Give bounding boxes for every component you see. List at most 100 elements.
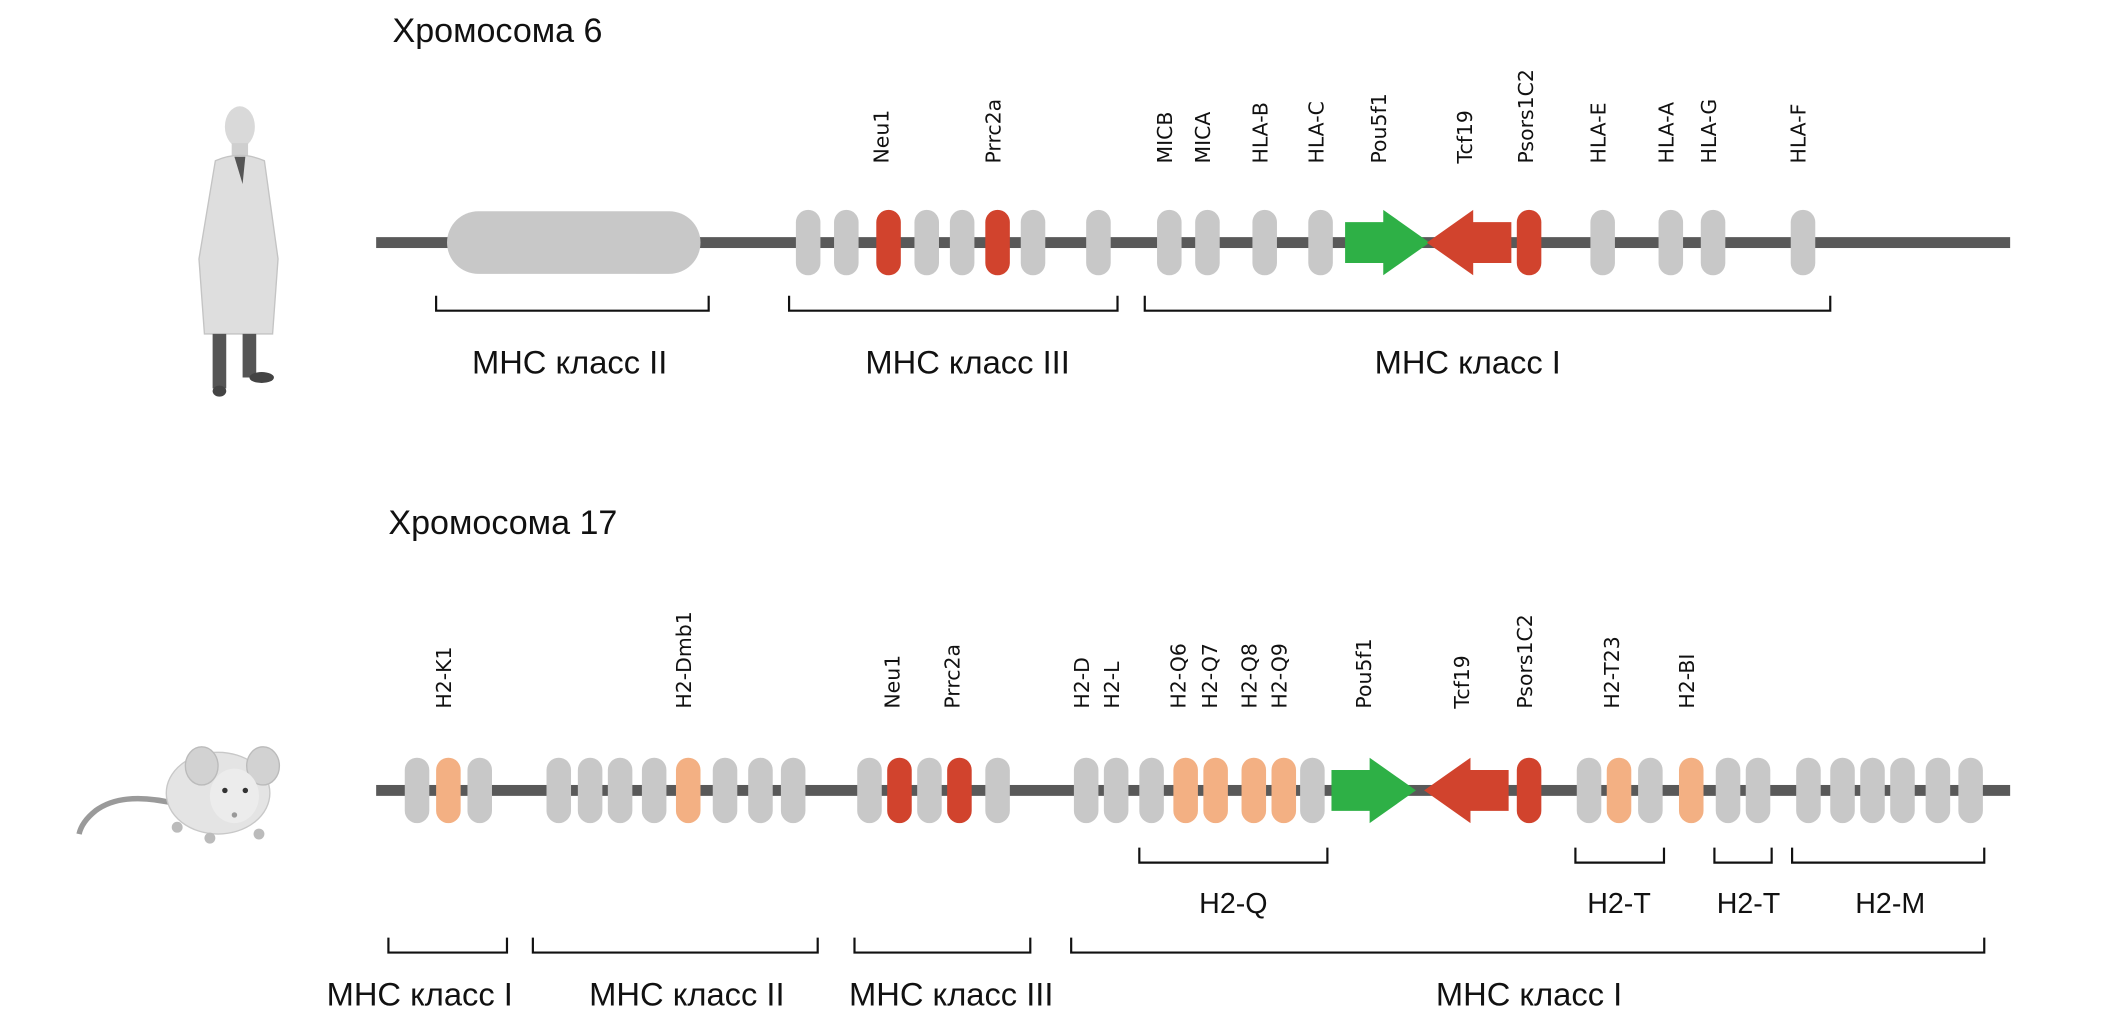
gene-gray — [1073, 757, 1099, 824]
gene-gray — [748, 757, 773, 824]
gene-label: Neu1 — [870, 110, 894, 164]
gene-label: Psors1C2 — [1514, 69, 1538, 163]
pou5f1-arrow — [1331, 757, 1416, 824]
pou5f1-arrow — [1345, 209, 1430, 276]
region-bracket — [1143, 295, 1832, 312]
gene-gray — [1890, 757, 1915, 824]
mhc-region-label: МНС класс I — [1375, 343, 1561, 380]
gene-label: HLA-E — [1586, 102, 1610, 163]
gene-label: Prrc2a — [940, 644, 964, 709]
subregion-label: H2-T — [1587, 888, 1651, 920]
gene-label: H2-D — [1070, 657, 1094, 708]
gene-label: MICA — [1191, 112, 1215, 164]
gene-gray — [985, 757, 1010, 824]
gene-gray — [857, 757, 882, 824]
gene-gray — [1252, 209, 1277, 276]
subregion-bracket — [1713, 847, 1773, 864]
gene-gray — [1830, 757, 1855, 824]
gene-gray — [1300, 757, 1325, 824]
region-bracket — [1070, 937, 1986, 954]
gene-label: H2-Q8 — [1238, 643, 1262, 709]
subregion-label: H2-Q — [1199, 888, 1267, 920]
gene-gray — [1590, 209, 1615, 276]
gene-label: Psors1C2 — [1513, 614, 1537, 708]
gene-orange — [1203, 757, 1228, 824]
gene-gray — [1958, 757, 1983, 824]
gene-gray — [641, 757, 667, 824]
gene-gray — [949, 209, 975, 276]
gene-red — [985, 209, 1010, 276]
gene-label: H2-T23 — [1600, 636, 1624, 708]
gene-gray — [1658, 209, 1684, 276]
gene-gray — [1715, 757, 1741, 824]
gene-orange — [1678, 757, 1704, 824]
gene-gray — [1308, 209, 1333, 276]
gene-gray — [1638, 757, 1663, 824]
mhc-region-label: МНС класс III — [849, 976, 1053, 1013]
gene-label: HLA-C — [1304, 101, 1328, 163]
gene-gray — [467, 757, 492, 824]
gene-gray — [1925, 757, 1951, 824]
mhc-class-ii-block — [447, 211, 701, 274]
gene-red — [887, 757, 912, 824]
gene-label: Pou5f1 — [1352, 638, 1376, 708]
gene-gray — [1139, 757, 1164, 824]
gene-gray — [1103, 757, 1129, 824]
region-bracket — [531, 937, 819, 954]
gene-orange — [436, 757, 461, 824]
mouse-chromosome-track: H2-K1 H2-Dmb1 Neu1 Prrc2a H2-D H2-L H2-Q6 H2-Q7… — [327, 611, 2011, 1013]
subregion-bracket — [1138, 847, 1329, 864]
gene-gray — [546, 757, 572, 824]
human-chromosome-track: Neu1 Prrc2a MICB MICA HLA-B HLA-C Pou5f1 Tcf19 P… — [376, 69, 2011, 380]
mhc-region-label: МНС класс I — [1436, 976, 1622, 1013]
subregion-bracket — [1791, 847, 1986, 864]
human-chromosome-title: Хромосома 6 — [393, 12, 603, 50]
gene-gray — [404, 757, 430, 824]
gene-gray — [834, 209, 859, 276]
gene-gray — [1700, 209, 1726, 276]
subregion-label: H2-T — [1717, 888, 1781, 920]
gene-orange — [1173, 757, 1198, 824]
gene-label: H2-K1 — [432, 646, 456, 708]
gene-label: H2-L — [1100, 661, 1124, 709]
gene-label: MICB — [1153, 112, 1177, 164]
region-bracket — [787, 295, 1119, 312]
gene-gray — [1745, 757, 1771, 824]
mouse-icon — [76, 746, 281, 844]
human-scientist-icon — [198, 106, 279, 397]
gene-orange — [1606, 757, 1632, 824]
gene-label: H2-BI — [1675, 654, 1699, 709]
gene-gray — [1576, 757, 1602, 824]
gene-gray — [914, 209, 939, 276]
gene-gray — [1157, 209, 1182, 276]
gene-label: HLA-B — [1248, 102, 1272, 163]
gene-label: H2-Q9 — [1267, 643, 1291, 709]
mhc-region-label: МНС класс II — [589, 976, 784, 1013]
gene-red — [1516, 209, 1542, 276]
gene-orange — [1241, 757, 1267, 824]
gene-gray — [712, 757, 738, 824]
region-bracket — [853, 937, 1032, 954]
gene-label: H2-Q6 — [1167, 643, 1191, 709]
gene-label: H2-Dmb1 — [672, 611, 696, 708]
subregion-bracket — [1574, 847, 1666, 864]
gene-gray — [1086, 209, 1111, 276]
mouse-chromosome-title: Хромосома 17 — [388, 504, 617, 542]
gene-gray — [1796, 757, 1821, 824]
gene-gray — [917, 757, 942, 824]
gene-gray — [795, 209, 821, 276]
gene-label: H2-Q7 — [1198, 643, 1222, 709]
mhc-region-label: МНС класс II — [472, 343, 667, 380]
region-bracket — [435, 295, 710, 312]
tcf19-arrow — [1426, 209, 1512, 276]
gene-orange — [1271, 757, 1297, 824]
gene-label: Tcf19 — [1450, 655, 1474, 709]
gene-label: HLA-G — [1697, 99, 1721, 164]
gene-gray — [1020, 209, 1046, 276]
gene-gray — [780, 757, 806, 824]
gene-gray — [577, 757, 603, 824]
gene-gray — [1790, 209, 1816, 276]
gene-label: Pou5f1 — [1367, 93, 1391, 163]
gene-label: Tcf19 — [1453, 110, 1477, 164]
